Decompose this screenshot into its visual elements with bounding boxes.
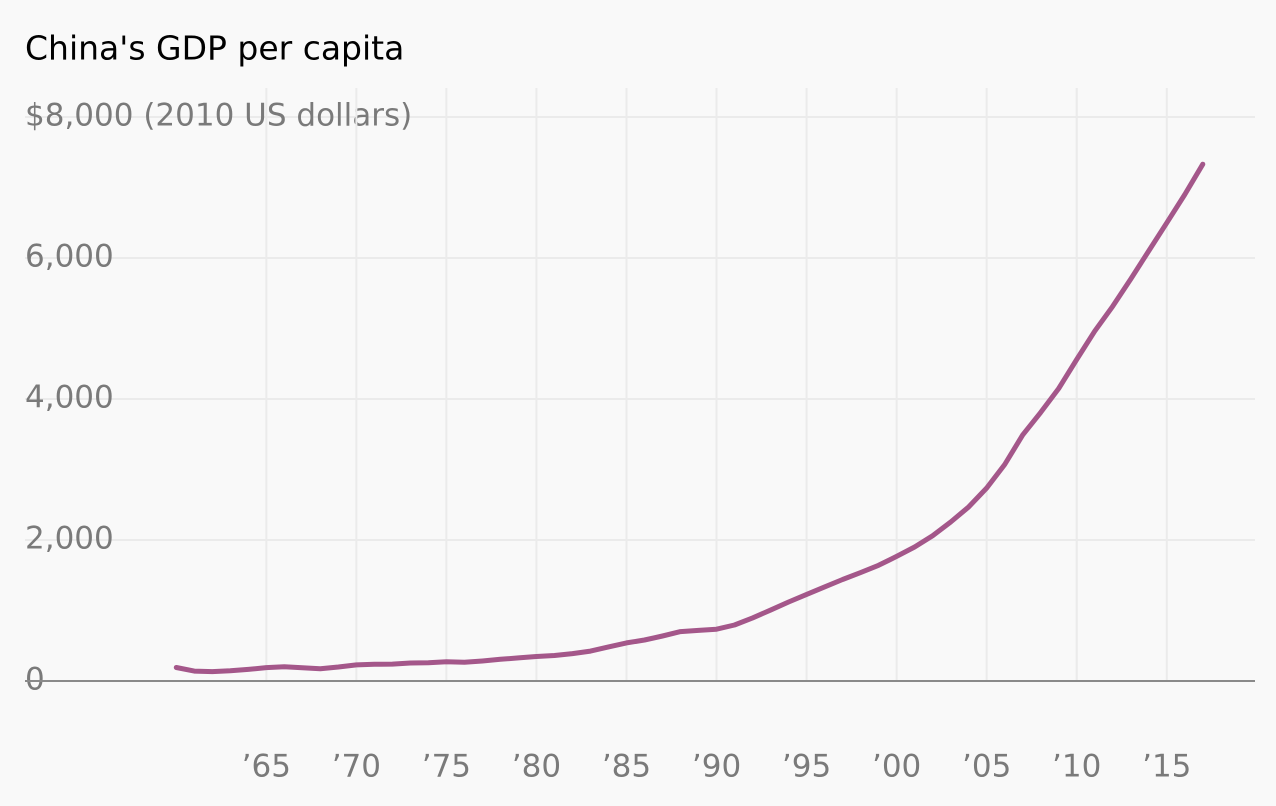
x-tick-label: ’65 bbox=[242, 749, 291, 785]
x-tick-label: ’95 bbox=[782, 749, 831, 785]
y-tick-label: 2,000 bbox=[25, 521, 114, 557]
y-tick-label: 4,000 bbox=[25, 380, 114, 416]
y-tick-label: 0 bbox=[25, 662, 45, 698]
x-tick-label: ’15 bbox=[1142, 749, 1191, 785]
x-tick-label: ’75 bbox=[422, 749, 471, 785]
chart-title: China's GDP per capita bbox=[25, 29, 404, 68]
y-tick-label: $8,000 (2010 US dollars) bbox=[25, 98, 412, 134]
x-tick-label: ’05 bbox=[962, 749, 1011, 785]
x-tick-label: ’70 bbox=[332, 749, 381, 785]
x-tick-label: ’80 bbox=[512, 749, 561, 785]
y-tick-label: 6,000 bbox=[25, 239, 114, 275]
data-line bbox=[173, 161, 1206, 675]
x-tick-label: ’90 bbox=[692, 749, 741, 785]
x-tick-label: ’00 bbox=[872, 749, 921, 785]
x-tick-label: ’85 bbox=[602, 749, 651, 785]
x-tick-label: ’10 bbox=[1052, 749, 1101, 785]
